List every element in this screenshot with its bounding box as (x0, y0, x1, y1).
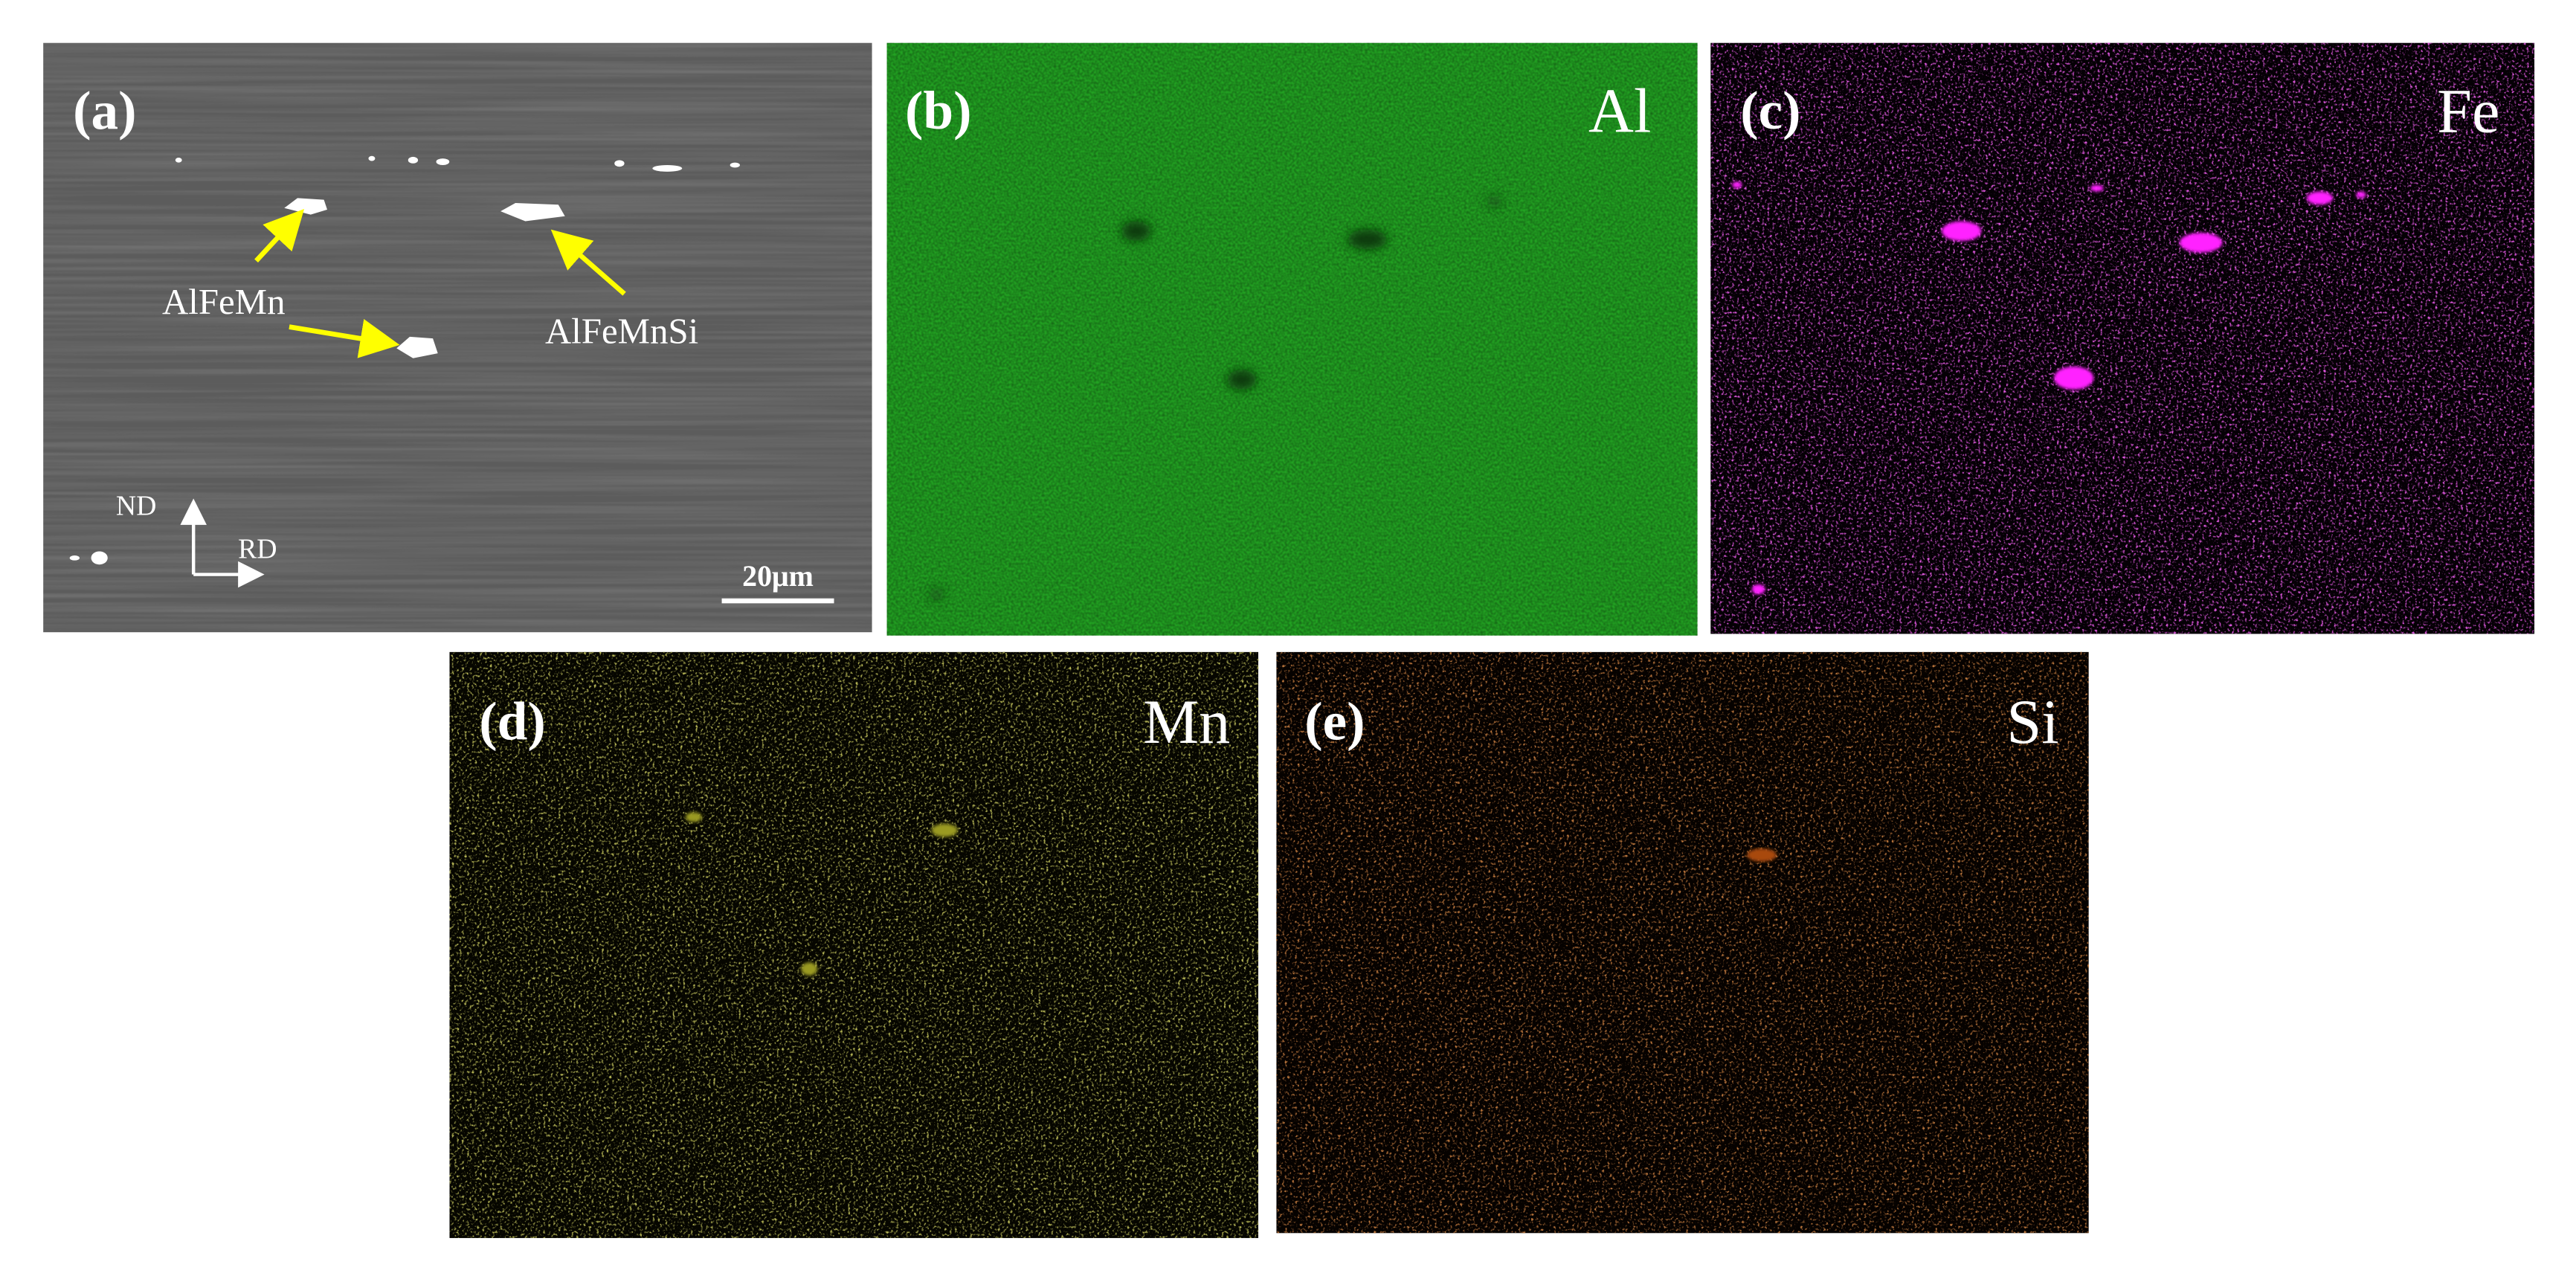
shape (2090, 184, 2104, 192)
fe-spots (1732, 181, 2366, 595)
phase-label: AlFeMnSi (545, 311, 698, 352)
particles (69, 155, 740, 565)
scale-bar-label: 20μm (742, 559, 814, 593)
panel-label: (a) (73, 80, 136, 141)
shape (1751, 584, 1765, 595)
panel-d: (d) Mn (449, 651, 1259, 1238)
shape (1347, 229, 1388, 250)
shape (2306, 191, 2334, 205)
texture (449, 651, 1259, 1238)
shape (254, 209, 305, 263)
axes-icon (180, 498, 265, 588)
shape (550, 229, 626, 296)
shape (1942, 221, 1982, 242)
si-spot (1747, 848, 1777, 862)
shape (1486, 194, 1503, 208)
shape (685, 812, 702, 822)
annotation-arrows (254, 209, 626, 358)
panel-label: (c) (1740, 80, 1800, 141)
texture (1276, 651, 2089, 1234)
element-label: Si (2006, 688, 2058, 757)
axis-label: ND (116, 491, 156, 522)
shape (1226, 370, 1257, 390)
texture (43, 42, 872, 633)
shape (1732, 181, 1742, 189)
panel-e: (e) Si (1276, 651, 2089, 1234)
shape (408, 156, 419, 164)
shape (801, 962, 818, 976)
shape (500, 203, 565, 222)
panel-b: (b) Al (886, 42, 1698, 636)
shape (928, 587, 945, 602)
shape (289, 318, 400, 358)
shape (1121, 221, 1151, 242)
shape (436, 158, 450, 165)
panel-a: (a) AlFeMn AlFeMnSi ND RD 20μm (43, 42, 872, 633)
depletion-spots (928, 194, 1503, 602)
shape (614, 160, 625, 167)
shape (652, 164, 683, 172)
element-label: Al (1588, 77, 1651, 146)
shape (931, 823, 959, 837)
shape (2179, 233, 2223, 253)
texture (1710, 42, 2535, 634)
panel-label: (d) (479, 692, 546, 752)
shape (368, 155, 376, 161)
shape (396, 336, 438, 358)
shape (730, 162, 740, 168)
phase-label: AlFeMn (162, 281, 286, 322)
shape (69, 555, 80, 561)
shape (175, 158, 182, 163)
axis-label: RD (238, 533, 277, 564)
element-label: Fe (2437, 77, 2499, 146)
texture (886, 42, 1698, 636)
shape (2054, 366, 2094, 390)
shape (91, 551, 108, 565)
panel-label: (b) (905, 80, 972, 141)
mn-spots (685, 812, 959, 976)
element-label: Mn (1143, 688, 1230, 757)
panel-label: (e) (1304, 692, 1365, 752)
panel-c: (c) Fe (1710, 42, 2535, 634)
shape (2356, 191, 2366, 199)
